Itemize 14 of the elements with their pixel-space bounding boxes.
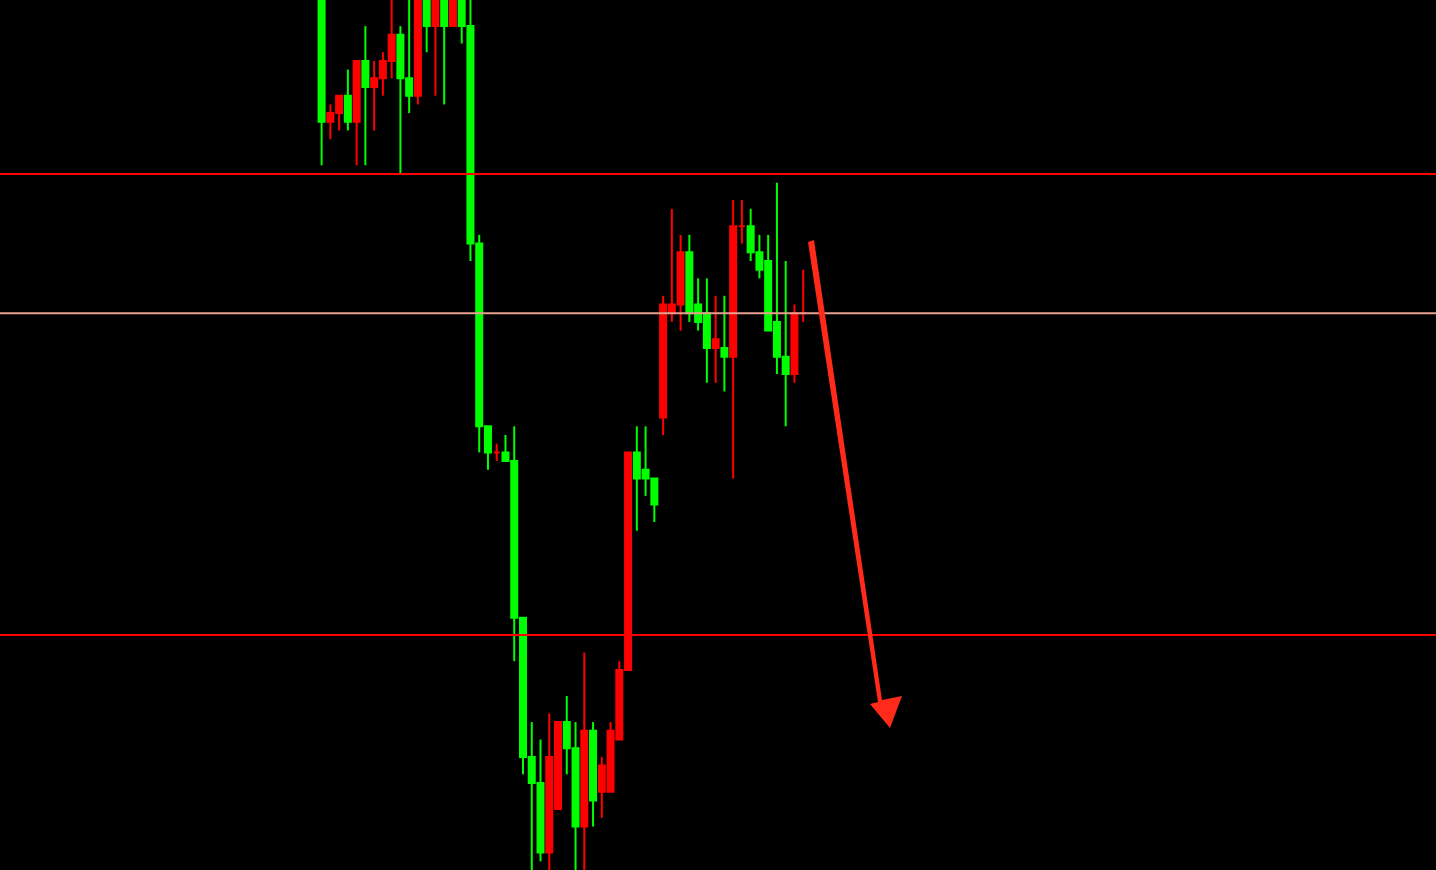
candlestick: [422, 0, 431, 54]
candlestick: [720, 294, 729, 393]
candlestick: [326, 103, 335, 141]
candlestick: [711, 294, 720, 384]
candlestick: [431, 0, 440, 97]
candlestick: [343, 68, 352, 132]
candlestick: [396, 25, 405, 175]
candlestick: [440, 0, 449, 106]
candlestick: [387, 0, 396, 80]
candlestick: [361, 25, 370, 167]
candlestick: [448, 0, 457, 28]
candlestick: [781, 260, 790, 428]
candlestick: [370, 59, 379, 132]
candlestick: [702, 277, 711, 384]
